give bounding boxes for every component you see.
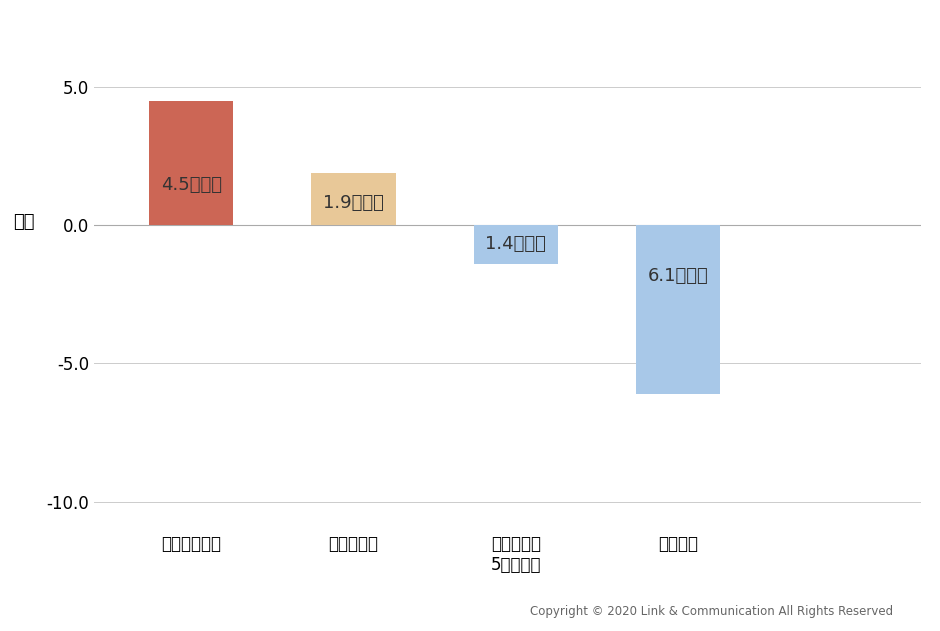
Text: 1.4回減少: 1.4回減少 bbox=[485, 235, 546, 253]
Text: 1.9回増加: 1.9回増加 bbox=[323, 194, 384, 212]
Y-axis label: 回数: 回数 bbox=[13, 213, 35, 231]
Bar bbox=[474, 225, 557, 264]
Text: 6.1回減少: 6.1回減少 bbox=[648, 268, 708, 285]
Text: Copyright © 2020 Link & Communication All Rights Reserved: Copyright © 2020 Link & Communication Al… bbox=[530, 605, 893, 618]
Text: 4.5回増加: 4.5回増加 bbox=[161, 176, 222, 194]
Bar bbox=[635, 225, 720, 394]
Bar bbox=[311, 172, 396, 225]
Bar bbox=[149, 101, 233, 225]
